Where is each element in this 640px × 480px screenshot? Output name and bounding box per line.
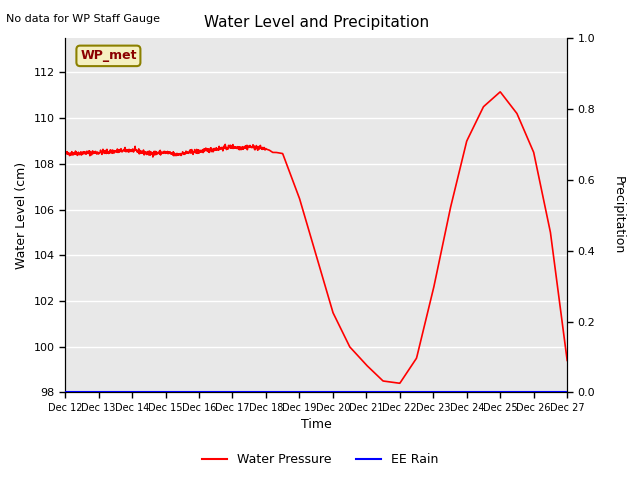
- X-axis label: Time: Time: [301, 419, 332, 432]
- Text: No data for WP Staff Gauge: No data for WP Staff Gauge: [6, 14, 161, 24]
- Y-axis label: Water Level (cm): Water Level (cm): [15, 162, 28, 269]
- Y-axis label: Precipitation: Precipitation: [612, 176, 625, 254]
- Text: WP_met: WP_met: [80, 49, 137, 62]
- Legend: Water Pressure, EE Rain: Water Pressure, EE Rain: [196, 448, 444, 471]
- Title: Water Level and Precipitation: Water Level and Precipitation: [204, 15, 429, 30]
